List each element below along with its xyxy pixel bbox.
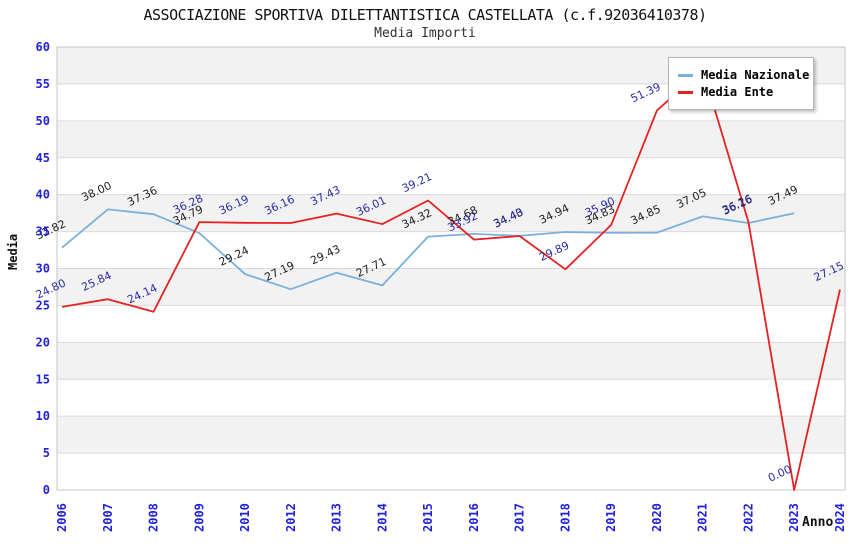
- x-tick-label: 2019: [604, 503, 618, 532]
- legend-item-media-nazionale: Media Nazionale: [678, 68, 809, 82]
- x-tick-label: 2023: [787, 503, 801, 532]
- chart-subtitle: Media Importi: [374, 26, 476, 41]
- legend: Media Nazionale Media Ente: [668, 57, 814, 110]
- y-tick-label: 30: [36, 262, 50, 276]
- plot-band: [57, 194, 845, 232]
- x-tick-label: 2012: [284, 503, 298, 532]
- line-swatch-icon: [678, 90, 693, 94]
- y-tick-label: 20: [36, 335, 50, 349]
- x-tick-label: 2013: [330, 503, 344, 532]
- plot-band: [57, 120, 845, 158]
- y-tick-label: 10: [36, 409, 50, 423]
- y-tick-label: 0: [43, 483, 50, 497]
- y-axis-tick-labels: 0 5 10 15 20 25 30 35 40 45 50 55 60: [36, 40, 50, 497]
- x-tick-label: 2015: [421, 503, 435, 532]
- x-tick-label: 2016: [467, 503, 481, 532]
- plot-band: [57, 268, 845, 306]
- plot-band: [57, 231, 845, 269]
- x-tick-label: 2022: [742, 503, 756, 532]
- legend-label: Media Ente: [701, 85, 774, 99]
- x-tick-label: 2017: [513, 503, 527, 532]
- x-tick-label: 2007: [101, 503, 115, 532]
- plot-band: [57, 157, 845, 195]
- chart-title: ASSOCIAZIONE SPORTIVA DILETTANTISTICA CA…: [143, 6, 707, 24]
- legend-label: Media Nazionale: [701, 68, 810, 82]
- y-tick-label: 5: [43, 446, 50, 460]
- y-tick-label: 55: [36, 77, 50, 91]
- y-tick-label: 25: [36, 298, 50, 312]
- x-tick-label: 2014: [375, 503, 389, 532]
- plot-band: [57, 379, 845, 417]
- legend-item-media-ente: Media Ente: [678, 85, 804, 99]
- x-tick-label: 2018: [558, 503, 572, 532]
- plot-band: [57, 416, 845, 454]
- y-tick-label: 60: [36, 40, 50, 54]
- x-tick-label: 2020: [650, 503, 664, 532]
- plot-band: [57, 453, 845, 490]
- y-axis-title: Media: [6, 233, 20, 270]
- plot-band: [57, 305, 845, 343]
- plot-band: [57, 342, 845, 380]
- plot-border-rect: [56, 46, 846, 491]
- x-tick-label: 2008: [147, 503, 161, 532]
- x-tick-label: 2006: [55, 503, 69, 532]
- plot-bands: [57, 47, 845, 490]
- y-tick-label: 45: [36, 151, 50, 165]
- x-tick-label: 2009: [192, 503, 206, 532]
- y-tick-label: 50: [36, 114, 50, 128]
- y-tick-label: 40: [36, 188, 50, 202]
- series-line-media-nazionale: [61, 208, 795, 291]
- y-tick-label: 15: [36, 372, 50, 386]
- x-tick-label: 2024: [833, 503, 847, 532]
- y-tick-label: 35: [36, 225, 50, 239]
- x-axis-title: Anno: [802, 515, 834, 530]
- line-swatch-icon: [678, 73, 693, 77]
- x-axis-tick-labels: 2006 2007 2008 2009 2010 2012 2013 2014 2015 2016…: [55, 503, 847, 532]
- x-tick-label: 2010: [238, 503, 252, 532]
- plot-border: [56, 46, 846, 491]
- x-tick-label: 2021: [696, 503, 710, 532]
